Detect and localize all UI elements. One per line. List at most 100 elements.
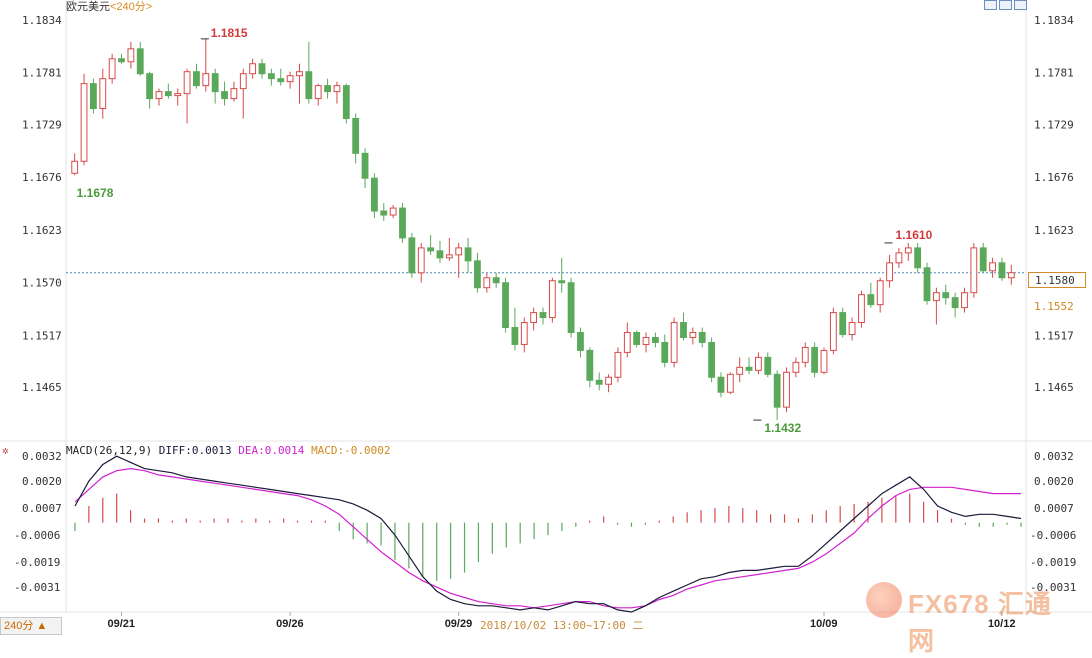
period-selector-button[interactable]: 240分 ▲ — [0, 617, 62, 635]
price-annotations: 1.1815 1.1678 1.1610 1.1432 — [77, 26, 933, 435]
candle-down — [511, 327, 519, 345]
period-label[interactable]: <240分> — [110, 1, 153, 13]
sun-icon[interactable]: ✲ — [2, 444, 9, 457]
candle-down — [577, 331, 584, 351]
candle-down — [352, 117, 360, 154]
candle-down — [979, 247, 987, 272]
candle-up — [155, 91, 163, 100]
candle-up — [548, 280, 556, 319]
candle-down — [502, 282, 509, 329]
macd-tick-label-left: 0.0007 — [22, 502, 62, 515]
candle-up — [932, 292, 940, 302]
candle-down — [427, 247, 435, 252]
cursor-time-status: 2018/10/02 13:00~17:00 二 — [480, 619, 644, 632]
candle-up — [623, 331, 631, 353]
candle-down — [399, 207, 406, 239]
restore-icon[interactable] — [984, 0, 997, 10]
macd-histogram — [74, 493, 1022, 581]
candle-up — [820, 349, 828, 373]
candle-down — [942, 292, 950, 299]
candle-down — [567, 282, 575, 333]
candle-down — [221, 91, 228, 100]
candle-down — [211, 73, 219, 93]
candle-down — [277, 78, 285, 83]
candle-down — [164, 91, 172, 97]
price-axis-ticks: 1.1834 1.1834 1.1781 1.1781 1.1729 1.1729 1.16… — [22, 14, 1074, 394]
close-icon[interactable] — [1014, 0, 1027, 10]
candle-up — [417, 247, 425, 274]
candle-up — [904, 247, 912, 254]
candle-down — [436, 250, 444, 259]
candle-down — [811, 346, 819, 373]
candle-up — [239, 73, 247, 90]
right-peak-label: 1.1610 — [896, 228, 933, 242]
candle-down — [136, 48, 144, 75]
maximize-icon[interactable] — [999, 0, 1012, 10]
macd-tick-label-left: -0.0006 — [14, 529, 60, 542]
candle-up — [230, 88, 238, 100]
chart-canvas: 1.1834 1.1834 1.1781 1.1781 1.1729 1.1729 1.16… — [0, 0, 1092, 630]
candle-down — [998, 262, 1006, 279]
candle-up — [726, 373, 734, 393]
y-tick-label-left: 1.1729 — [22, 118, 62, 131]
dea-line — [74, 467, 1021, 609]
candle-up — [614, 351, 622, 378]
macd-tick-label-left: -0.0019 — [14, 556, 60, 569]
start-low-label: 1.1678 — [77, 186, 114, 200]
x-tick-label: 10/12 — [988, 618, 1016, 630]
candle-up — [689, 331, 697, 338]
candle-up — [801, 346, 809, 363]
diff-value: DIFF:0.0013 — [158, 444, 232, 457]
dea-value: DEA:0.0014 — [238, 444, 305, 457]
candle-down — [586, 349, 594, 381]
symbol-label: 欧元美元 — [66, 1, 110, 13]
candle-down — [380, 210, 388, 216]
macd-tick-label-right: 0.0007 — [1034, 502, 1074, 515]
macd-tick-label-right: -0.0031 — [1030, 581, 1076, 594]
candle-up — [445, 254, 453, 259]
watermark-logo: FX678 汇通网 — [866, 580, 1076, 656]
candle-up — [848, 322, 856, 335]
y-tick-label-right: 1.1676 — [1034, 171, 1074, 184]
candle-up — [202, 73, 210, 87]
candle-down — [923, 267, 931, 302]
candle-down — [595, 379, 603, 385]
y-tick-label-right: 1.1781 — [1034, 67, 1074, 80]
candle-down — [773, 373, 781, 408]
y-tick-label-right: 1.1729 — [1034, 118, 1074, 131]
candle-up — [333, 85, 341, 93]
candle-down — [324, 85, 331, 93]
candlestick-series — [71, 38, 1015, 421]
candle-up — [296, 71, 303, 77]
candle-up — [108, 58, 116, 80]
y-tick-label-right: 1.1517 — [1034, 329, 1074, 342]
candle-up — [530, 312, 538, 324]
candle-down — [90, 83, 97, 110]
candle-down — [464, 247, 472, 262]
candle-down — [651, 336, 659, 343]
macd-lines — [74, 455, 1022, 613]
y-tick-label-left: 1.1623 — [22, 224, 62, 237]
candle-down — [267, 73, 275, 80]
macd-params: MACD(26,12,9) — [66, 444, 153, 457]
candle-down — [193, 71, 200, 87]
candle-up — [605, 376, 612, 385]
candle-down — [745, 366, 753, 371]
candle-down — [661, 341, 669, 363]
candle-down — [839, 312, 847, 335]
candle-down — [951, 297, 959, 309]
candle-up — [670, 322, 678, 363]
macd-tick-label-right: -0.0019 — [1030, 556, 1076, 569]
macd-value: MACD:-0.0002 — [311, 444, 391, 457]
candle-up — [286, 75, 294, 83]
candle-up — [455, 247, 463, 256]
candle-down — [258, 63, 266, 75]
candle-down — [708, 341, 715, 378]
candle-up — [829, 312, 837, 351]
candle-up — [183, 71, 191, 95]
y-tick-label-left: 1.1517 — [22, 329, 62, 342]
candle-down — [680, 322, 687, 338]
candle-down — [558, 280, 566, 284]
candle-down — [633, 331, 641, 345]
candle-up — [642, 336, 650, 345]
